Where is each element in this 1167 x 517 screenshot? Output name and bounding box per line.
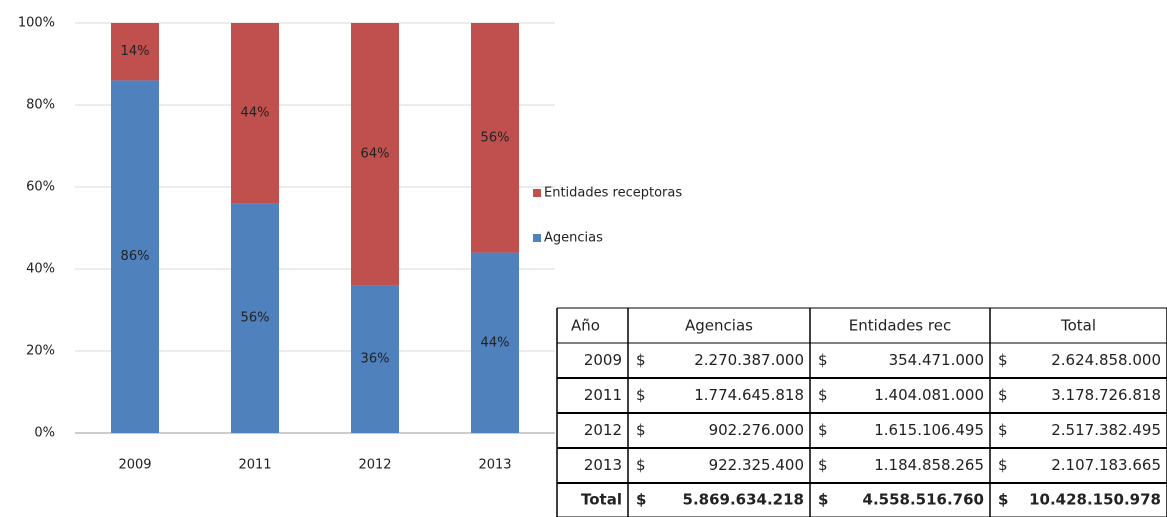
data-label: 44%	[241, 106, 270, 121]
table-cell: $	[818, 456, 828, 474]
x-tick-label: 2011	[238, 458, 271, 473]
table-header: Año	[571, 317, 600, 335]
table-cell: $	[636, 456, 646, 474]
table-cell: $	[998, 351, 1008, 369]
bar-segment	[351, 23, 399, 286]
table-cell: $	[998, 386, 1008, 404]
y-tick-label: 40%	[26, 262, 55, 277]
table-cell: 902.276.000	[709, 421, 804, 439]
table-cell: $	[998, 456, 1008, 474]
table-cell: 2009	[584, 351, 622, 369]
table-cell: 354.471.000	[889, 351, 984, 369]
table-cell: 1.404.081.000	[874, 386, 984, 404]
table-cell: 2.517.382.495	[1051, 421, 1161, 439]
table-cell: $	[818, 351, 828, 369]
data-label: 36%	[361, 352, 390, 367]
bar-segment	[231, 203, 279, 433]
table-cell: 5.869.634.218	[683, 491, 804, 509]
table-cell: 1.774.645.818	[694, 386, 804, 404]
y-tick-label: 100%	[18, 16, 55, 31]
table-cell: $	[636, 491, 646, 509]
table-cell: 2.270.387.000	[694, 351, 804, 369]
table-header: Total	[1060, 317, 1096, 335]
y-tick-label: 20%	[26, 344, 55, 359]
table-cell: 2.107.183.665	[1051, 456, 1161, 474]
table-cell: 2.624.858.000	[1051, 351, 1161, 369]
table-cell: 10.428.150.978	[1029, 491, 1161, 509]
y-tick-label: 80%	[26, 98, 55, 113]
table-cell: 2012	[584, 421, 622, 439]
table-cell: $	[818, 386, 828, 404]
legend-swatch	[533, 189, 541, 197]
table-cell: 922.325.400	[709, 456, 804, 474]
y-tick-label: 60%	[26, 180, 55, 195]
bar-segment	[111, 23, 159, 81]
data-label: 14%	[121, 44, 150, 59]
data-label: 64%	[361, 147, 390, 162]
bar-segment	[231, 23, 279, 204]
bar-segment	[471, 252, 519, 433]
table-cell: $	[998, 421, 1008, 439]
legend-label: Agencias	[544, 231, 603, 246]
table-header: Entidades rec	[849, 317, 951, 335]
x-tick-label: 2012	[358, 458, 391, 473]
data-label: 56%	[481, 130, 510, 145]
data-label: 56%	[241, 311, 270, 326]
table-cell: $	[636, 351, 646, 369]
legend-label: Entidades receptoras	[544, 186, 682, 201]
table-cell: 1.615.106.495	[874, 421, 984, 439]
table-cell: $	[636, 421, 646, 439]
table: Año Agencias Entidades rec Total 2009 $2.270.…	[556, 307, 1167, 517]
y-tick-label: 0%	[34, 426, 55, 441]
table-cell: 3.178.726.818	[1051, 386, 1161, 404]
table-cell: $	[998, 491, 1008, 509]
table-header: Agencias	[685, 317, 753, 335]
table-cell: 4.558.516.760	[863, 491, 984, 509]
table-cell: $	[818, 421, 828, 439]
table-cell: $	[818, 491, 828, 509]
x-tick-label: 2009	[118, 458, 151, 473]
bar-segment	[111, 80, 159, 434]
bar-segment	[471, 23, 519, 253]
table-cell: 1.184.858.265	[874, 456, 984, 474]
x-tick-label: 2013	[478, 458, 511, 473]
bar-segment	[351, 285, 399, 433]
table-cell: Total	[581, 491, 622, 509]
table-cell: $	[636, 386, 646, 404]
legend-swatch	[533, 234, 541, 242]
table-cell: 2013	[584, 456, 622, 474]
data-label: 44%	[481, 335, 510, 350]
table-cell: 2011	[584, 386, 622, 404]
data-label: 86%	[121, 249, 150, 264]
